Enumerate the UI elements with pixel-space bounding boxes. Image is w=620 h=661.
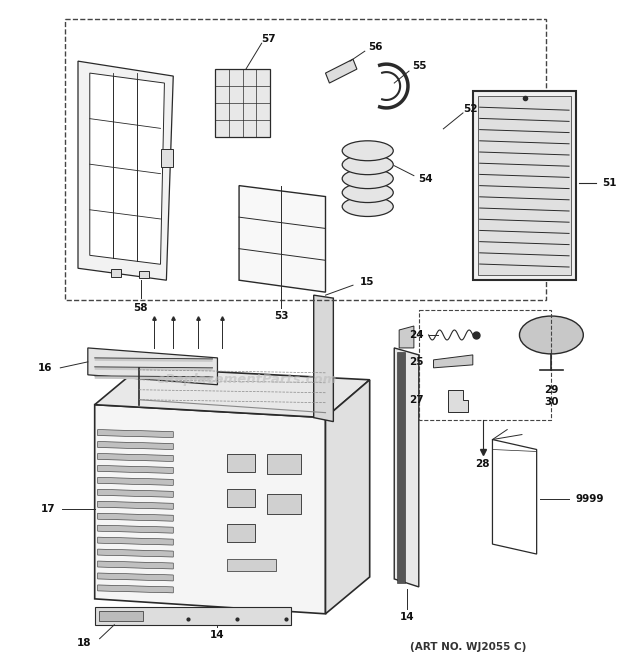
Text: 28: 28: [476, 459, 490, 469]
Ellipse shape: [342, 182, 393, 202]
Text: 25: 25: [409, 357, 423, 367]
Ellipse shape: [342, 196, 393, 217]
Bar: [161, 149, 173, 167]
Text: 14: 14: [400, 612, 414, 622]
Polygon shape: [95, 368, 370, 418]
Bar: [228, 455, 255, 473]
Polygon shape: [394, 348, 418, 587]
Polygon shape: [97, 501, 173, 509]
Text: 54: 54: [418, 174, 433, 184]
Bar: [267, 494, 301, 514]
Text: 24: 24: [409, 330, 423, 340]
Polygon shape: [97, 525, 173, 533]
Ellipse shape: [342, 169, 393, 188]
Polygon shape: [97, 513, 173, 521]
Polygon shape: [492, 440, 537, 554]
Text: 17: 17: [41, 504, 55, 514]
Text: 58: 58: [133, 303, 148, 313]
Ellipse shape: [342, 155, 393, 175]
Polygon shape: [326, 59, 357, 83]
Text: 51: 51: [603, 178, 617, 188]
Polygon shape: [97, 477, 173, 485]
Polygon shape: [314, 295, 334, 422]
Ellipse shape: [342, 141, 393, 161]
Text: 52: 52: [464, 104, 478, 114]
Polygon shape: [97, 430, 173, 438]
Text: 53: 53: [274, 311, 288, 321]
Bar: [216, 69, 270, 137]
Polygon shape: [95, 405, 326, 614]
Text: 27: 27: [409, 395, 423, 405]
Text: eReplacementParts.com: eReplacementParts.com: [157, 373, 337, 386]
Polygon shape: [97, 453, 173, 461]
Polygon shape: [90, 73, 164, 264]
Bar: [267, 455, 301, 475]
Polygon shape: [97, 573, 173, 581]
Text: 55: 55: [412, 61, 427, 71]
Bar: [228, 489, 255, 507]
Text: 16: 16: [38, 363, 53, 373]
Polygon shape: [326, 380, 370, 614]
Bar: [95, 607, 291, 625]
Polygon shape: [88, 348, 218, 385]
Text: 15: 15: [360, 277, 374, 287]
Polygon shape: [95, 376, 213, 380]
Bar: [112, 269, 121, 277]
Text: 56: 56: [368, 42, 383, 52]
Text: 18: 18: [78, 638, 92, 648]
Polygon shape: [433, 355, 473, 368]
Bar: [99, 611, 143, 621]
Bar: [65, 19, 546, 300]
Bar: [139, 271, 149, 278]
Polygon shape: [97, 537, 173, 545]
Polygon shape: [97, 442, 173, 449]
Bar: [397, 352, 405, 583]
Polygon shape: [97, 465, 173, 473]
Polygon shape: [239, 186, 326, 292]
Polygon shape: [399, 326, 414, 348]
Bar: [473, 91, 576, 280]
Polygon shape: [97, 585, 173, 593]
Text: (ART NO. WJ2055 C): (ART NO. WJ2055 C): [410, 642, 526, 652]
Polygon shape: [95, 358, 213, 362]
Bar: [478, 96, 571, 275]
Ellipse shape: [520, 316, 583, 354]
Bar: [228, 559, 277, 571]
Polygon shape: [78, 61, 173, 280]
Polygon shape: [95, 367, 213, 371]
Polygon shape: [97, 549, 173, 557]
Text: 29: 29: [544, 385, 559, 395]
Text: 14: 14: [210, 630, 225, 640]
Bar: [228, 524, 255, 542]
Polygon shape: [448, 390, 468, 412]
Polygon shape: [97, 489, 173, 497]
Polygon shape: [97, 561, 173, 569]
Text: 30: 30: [544, 397, 559, 407]
Text: 57: 57: [261, 34, 276, 44]
Bar: [418, 310, 551, 420]
Text: 9999: 9999: [576, 494, 604, 504]
